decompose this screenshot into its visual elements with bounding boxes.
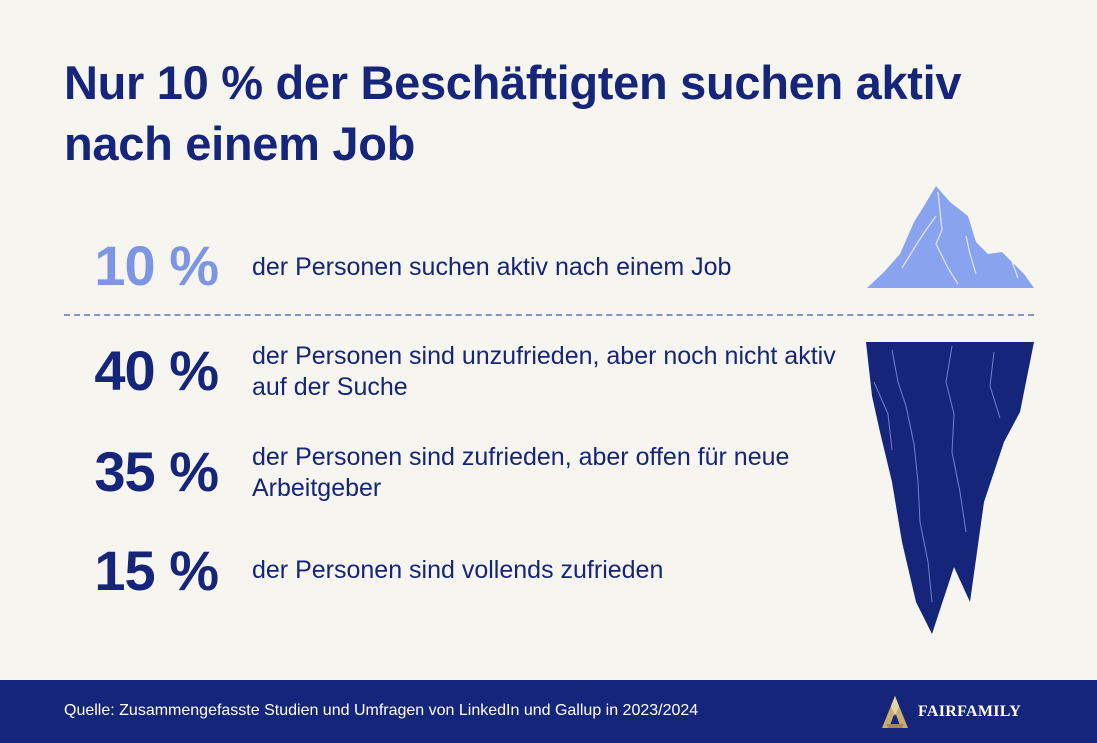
stat-value: 10 %: [94, 234, 219, 297]
stat-description: der Personen sind vollends zufrieden: [252, 556, 664, 584]
fairfamily-logo-icon: [882, 696, 908, 728]
stat-value: 40 %: [94, 339, 219, 402]
stat-description: der Personen sind unzufrieden, aber noch…: [252, 342, 836, 401]
iceberg-base-icon: [866, 342, 1034, 634]
stat-description: der Personen sind zufrieden, aber offen …: [252, 443, 790, 502]
iceberg-tip-icon: [867, 186, 1034, 288]
page-title: Nur 10 % der Beschäftigten suchen aktiv …: [64, 56, 962, 170]
iceberg-illustration: [866, 186, 1034, 634]
waterline-divider: [64, 314, 1034, 316]
stat-description: der Personen suchen aktiv nach einem Job: [252, 253, 732, 281]
footer-bar: Quelle: Zusammengefasste Studien und Umf…: [0, 680, 1097, 743]
stat-value: 15 %: [94, 539, 219, 602]
brand-name: FAIRFAMILY: [918, 703, 1022, 720]
brand-logo: FAIRFAMILY: [880, 694, 1021, 730]
stat-value: 35 %: [94, 440, 219, 503]
source-note: Quelle: Zusammengefasste Studien und Umf…: [64, 702, 699, 719]
